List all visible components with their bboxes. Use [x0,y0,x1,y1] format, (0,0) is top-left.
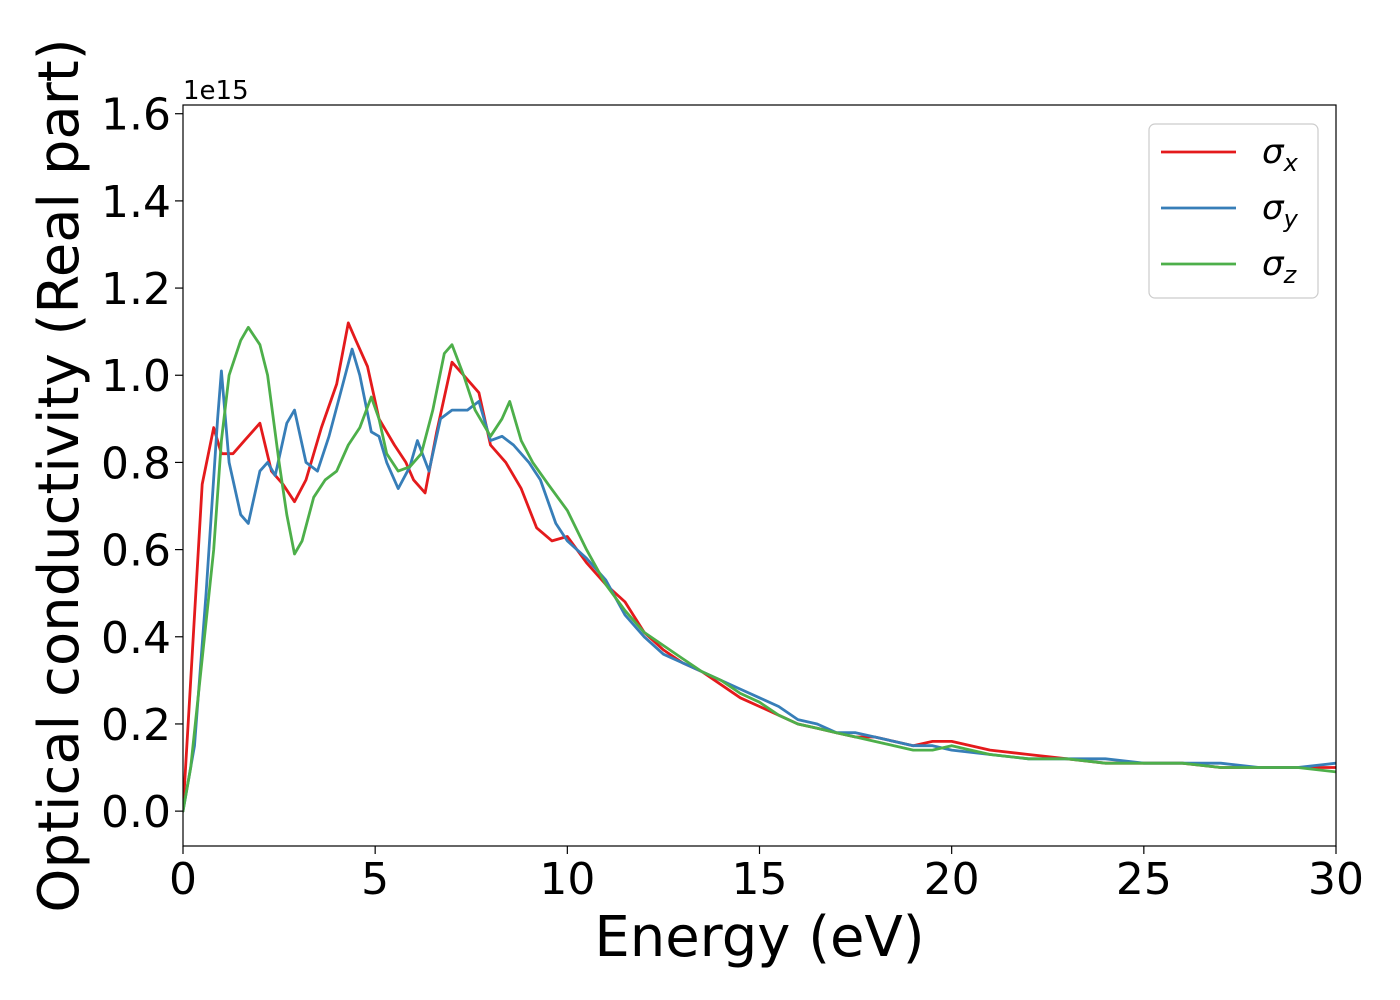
y-tick-label: 0.6 [101,526,171,577]
y-axis: 0.0 0.2 0.4 0.6 0.8 1.0 1.2 1.4 1.6 [101,90,183,838]
x-tick-label: 30 [1308,854,1364,905]
y-tick-label: 1.6 [101,90,171,141]
legend-box [1148,123,1319,299]
x-axis: 0 5 10 15 20 25 30 [169,846,1364,905]
y-tick-label: 0.8 [101,438,171,489]
y-tick-label: 1.0 [101,351,171,402]
x-tick-label: 0 [169,854,197,905]
y-tick-label: 0.0 [101,787,171,838]
y-tick-label: 0.2 [101,700,171,751]
y-tick-label: 1.4 [101,177,171,228]
series-line-z [183,325,1336,813]
x-tick-label: 20 [924,854,980,905]
series-line-y [183,347,1336,813]
x-axis-title: Energy (eV) [594,905,924,970]
y-tick-label: 0.4 [101,613,171,664]
series-line-x [183,321,1336,813]
y-offset-label: 1e15 [183,76,249,106]
x-tick-label: 15 [732,854,788,905]
series-layer [183,321,1336,813]
x-tick-label: 10 [539,854,595,905]
x-tick-label: 5 [361,854,389,905]
y-tick-label: 1.2 [101,264,171,315]
x-tick-label: 25 [1116,854,1172,905]
y-axis-title: Optical conductivity (Real part) [27,38,92,912]
